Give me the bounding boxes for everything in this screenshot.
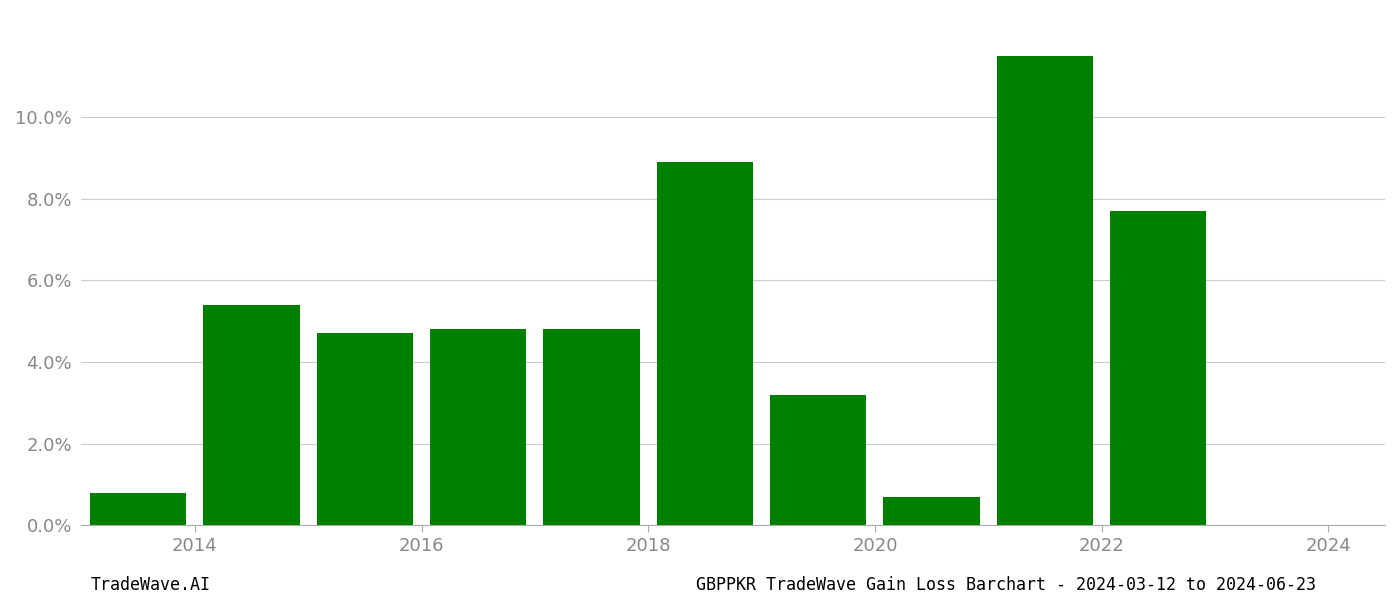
Bar (430, 329, 526, 525)
Bar (770, 395, 867, 525)
Bar (203, 305, 300, 525)
Bar (543, 329, 640, 525)
Text: GBPPKR TradeWave Gain Loss Barchart - 2024-03-12 to 2024-06-23: GBPPKR TradeWave Gain Loss Barchart - 20… (696, 576, 1316, 594)
Bar (657, 162, 753, 525)
Bar (90, 493, 186, 525)
Bar (316, 334, 413, 525)
Bar (1110, 211, 1207, 525)
Text: TradeWave.AI: TradeWave.AI (91, 576, 211, 594)
Bar (997, 56, 1093, 525)
Bar (883, 497, 980, 525)
